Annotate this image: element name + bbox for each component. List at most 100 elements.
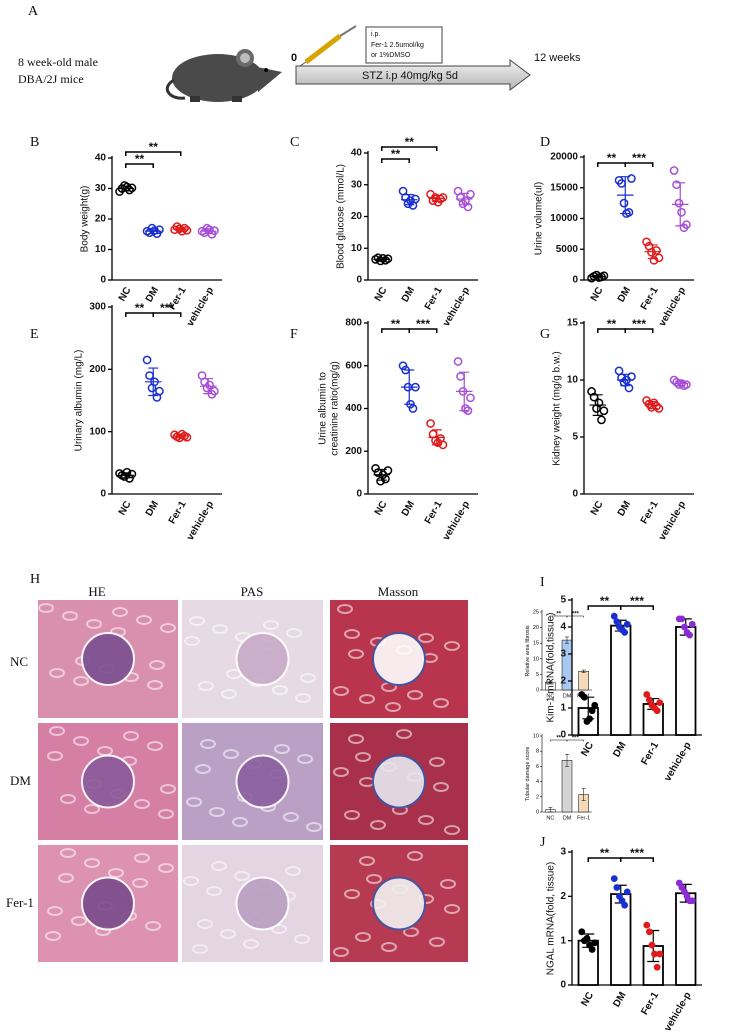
tubule	[407, 851, 423, 861]
y-tick-label: 8	[536, 749, 539, 755]
group-label: NC	[10, 654, 28, 669]
glomerulus	[235, 876, 290, 931]
tubule	[60, 848, 76, 858]
data-point	[594, 398, 604, 408]
y-axis-label: NGAL mRNA(fold, tissue)	[546, 862, 557, 976]
glomerulus	[235, 632, 290, 686]
tubule	[160, 784, 176, 794]
tubule	[344, 629, 360, 639]
significance-bracket	[566, 615, 584, 618]
error-bar	[404, 369, 415, 405]
tubule	[306, 822, 322, 832]
data-point	[621, 629, 629, 636]
significance-label: **	[600, 594, 610, 608]
y-tick-label: 4	[536, 779, 539, 785]
group-label: DM	[10, 773, 31, 788]
y-tick-label: 0	[100, 275, 106, 286]
significance-label: **	[556, 736, 561, 742]
error-bar	[592, 274, 603, 279]
tubule	[344, 810, 360, 820]
mouse-text: 8 week-old male	[18, 55, 98, 69]
x-tick-label: DM	[616, 499, 633, 518]
tubule	[136, 615, 152, 625]
x-tick-label: DM	[400, 499, 417, 518]
tubule	[45, 931, 61, 941]
data-point	[142, 355, 152, 365]
x-tick-label: DM	[611, 990, 628, 1009]
data-point	[127, 469, 137, 479]
tubule	[212, 624, 228, 634]
data-point	[645, 696, 653, 704]
data-point	[613, 884, 621, 891]
tubule	[337, 604, 353, 614]
bar	[561, 760, 573, 813]
tubule	[418, 633, 434, 643]
x-tick-label: vehicle-p	[185, 285, 216, 328]
data-point	[599, 406, 609, 416]
y-tick-label: 0	[572, 489, 578, 500]
tubule	[348, 734, 364, 744]
tubule	[348, 649, 364, 659]
y-tick-label: 0	[560, 980, 566, 991]
data-point	[155, 386, 164, 396]
bar	[610, 893, 632, 986]
panel-label: F	[290, 327, 298, 342]
error-bar	[565, 753, 569, 767]
error-bar	[675, 380, 686, 387]
bar	[675, 626, 697, 736]
tubule	[149, 660, 165, 670]
tubule	[283, 812, 299, 822]
y-axis-label: Urinary albumin (mg/L)	[74, 350, 85, 452]
data-point	[210, 226, 219, 235]
x-tick-label: NC	[373, 285, 390, 303]
y-tick-label: 0	[572, 275, 578, 286]
tubule	[433, 698, 449, 708]
data-point	[613, 618, 621, 625]
data-point	[672, 180, 681, 190]
tubule	[232, 817, 248, 827]
x-tick-label: vehicle-p	[662, 740, 693, 783]
y-tick-label: 10	[567, 375, 579, 386]
data-point	[463, 202, 473, 212]
tubule	[84, 858, 100, 868]
data-point	[453, 357, 463, 366]
data-point	[682, 220, 691, 229]
tubule	[189, 616, 205, 626]
y-axis-label: Blood glucose (mmol/L)	[336, 164, 347, 269]
significance-label: ***	[632, 317, 646, 331]
x-tick-label: Fer-1	[639, 740, 661, 767]
tubule	[381, 942, 397, 952]
tubule	[243, 939, 259, 949]
tubule	[271, 924, 287, 934]
data-point	[398, 361, 408, 371]
tubule	[223, 749, 239, 759]
tubule	[108, 868, 124, 878]
significance-bracket	[381, 146, 438, 151]
y-tick-label: 1	[560, 703, 566, 714]
y-tick-label: 2	[560, 676, 566, 687]
tubule	[147, 741, 163, 751]
tubule	[211, 861, 227, 871]
data-point	[591, 701, 599, 709]
significance-label: ***	[630, 846, 644, 860]
data-point	[591, 939, 599, 947]
y-tick-label: 3	[560, 847, 566, 858]
error-bar	[581, 669, 586, 673]
glomerulus	[372, 632, 426, 686]
tubule	[49, 668, 65, 678]
error-bar	[431, 429, 442, 446]
x-tick-label: DM	[144, 285, 161, 304]
data-point	[623, 888, 631, 896]
y-tick-label: 0	[100, 489, 106, 500]
data-point	[643, 691, 651, 698]
data-point	[653, 963, 661, 971]
y-tick-label: 6	[536, 764, 539, 770]
panel-label: C	[290, 135, 299, 150]
histology-images	[38, 600, 468, 962]
tubule	[197, 919, 213, 929]
y-tick-label: 20	[533, 625, 539, 631]
y-tick-label: 15000	[550, 182, 578, 193]
data-point	[645, 928, 653, 936]
x-tick-label: vehicle-p	[185, 499, 216, 542]
